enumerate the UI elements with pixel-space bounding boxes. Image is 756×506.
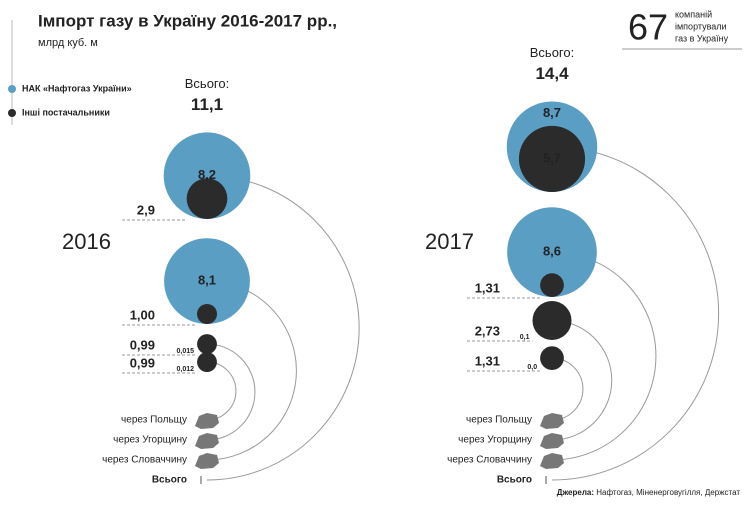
- source: Джерела: Нафтогаз, Міненерговугілля, Дер…: [557, 488, 741, 497]
- value-label: 8,7: [543, 105, 561, 120]
- legend-swatch: [8, 85, 16, 93]
- total-value: 11,1: [191, 95, 223, 114]
- value-label: 8,6: [543, 244, 561, 259]
- route-arc: [206, 343, 256, 441]
- route-label: через Словаччину: [102, 455, 187, 466]
- country-icon: [540, 433, 564, 449]
- companies-label: компаній: [675, 9, 712, 19]
- route-label: через Польщу: [121, 415, 187, 426]
- route-label: Всього: [497, 475, 532, 486]
- bubble-naftogaz: [163, 132, 251, 220]
- chart-title: Імпорт газу в Україну 2016-2017 рр.,: [38, 11, 337, 30]
- bubble-others: [197, 352, 217, 372]
- value-label: 1,00: [130, 307, 155, 322]
- arcs: [551, 146, 720, 481]
- bubble-others: [197, 334, 217, 354]
- bubble-others: [540, 273, 564, 297]
- country-icon: [195, 413, 219, 429]
- route-label: через Угорщину: [458, 435, 532, 446]
- value-label: 0,0: [527, 364, 537, 371]
- route-arc: [551, 146, 720, 481]
- bubble-others: [532, 300, 572, 340]
- companies-label: імпортували: [675, 21, 727, 31]
- value-label: 0,99: [130, 337, 155, 352]
- total-value: 14,4: [535, 64, 569, 83]
- year-label: 2017: [425, 229, 474, 254]
- value-label: 0,99: [130, 355, 155, 370]
- value-label: 1,31: [475, 280, 500, 295]
- route-arc: [551, 319, 613, 441]
- route-arc: [551, 357, 584, 421]
- route-label: через Угорщину: [113, 435, 187, 446]
- source-label: Джерела:: [557, 488, 594, 497]
- bubble-naftogaz: [507, 207, 597, 297]
- country-icon: [195, 433, 219, 449]
- country-icon: [540, 453, 564, 469]
- value-label: 0,012: [177, 366, 195, 373]
- bubble-others: [186, 178, 228, 219]
- year-label: 2016: [62, 229, 111, 254]
- bubble-others: [197, 304, 217, 324]
- route-label: через Польщу: [466, 415, 532, 426]
- bubble-others: [518, 125, 586, 192]
- legend-label: НАК «Нафтогаз України»: [22, 83, 132, 93]
- value-label: 1,31: [475, 353, 500, 368]
- route-arc: [551, 251, 657, 461]
- value-label: 8,1: [198, 273, 216, 288]
- legend-swatch: [8, 109, 16, 117]
- source-text: Нафтогаз, Міненерговугілля, Держстат: [596, 488, 740, 497]
- route-arc: [206, 361, 237, 421]
- value-label: 5,7: [543, 150, 561, 165]
- total-caption: Всього:: [530, 45, 574, 60]
- bubble-naftogaz: [164, 238, 250, 324]
- legend-label: Інші постачальники: [22, 107, 110, 117]
- value-label: 2,9: [137, 202, 155, 217]
- value-label: 0,1: [520, 334, 530, 341]
- route-label: через Словаччину: [447, 455, 532, 466]
- companies-count: 67: [628, 7, 668, 48]
- route-arc: [206, 175, 360, 481]
- arcs: [206, 175, 360, 481]
- companies-label: газ в Україну: [675, 33, 729, 43]
- bubble-others: [540, 346, 564, 370]
- value-label: 2,73: [475, 323, 500, 338]
- value-label: 8,2: [198, 167, 216, 182]
- chart-subtitle: млрд куб. м: [38, 37, 98, 49]
- value-label: 0,015: [177, 348, 195, 355]
- route-label: Всього: [152, 475, 187, 486]
- country-icon: [195, 453, 219, 469]
- country-icon: [540, 413, 564, 429]
- total-caption: Всього:: [185, 76, 229, 91]
